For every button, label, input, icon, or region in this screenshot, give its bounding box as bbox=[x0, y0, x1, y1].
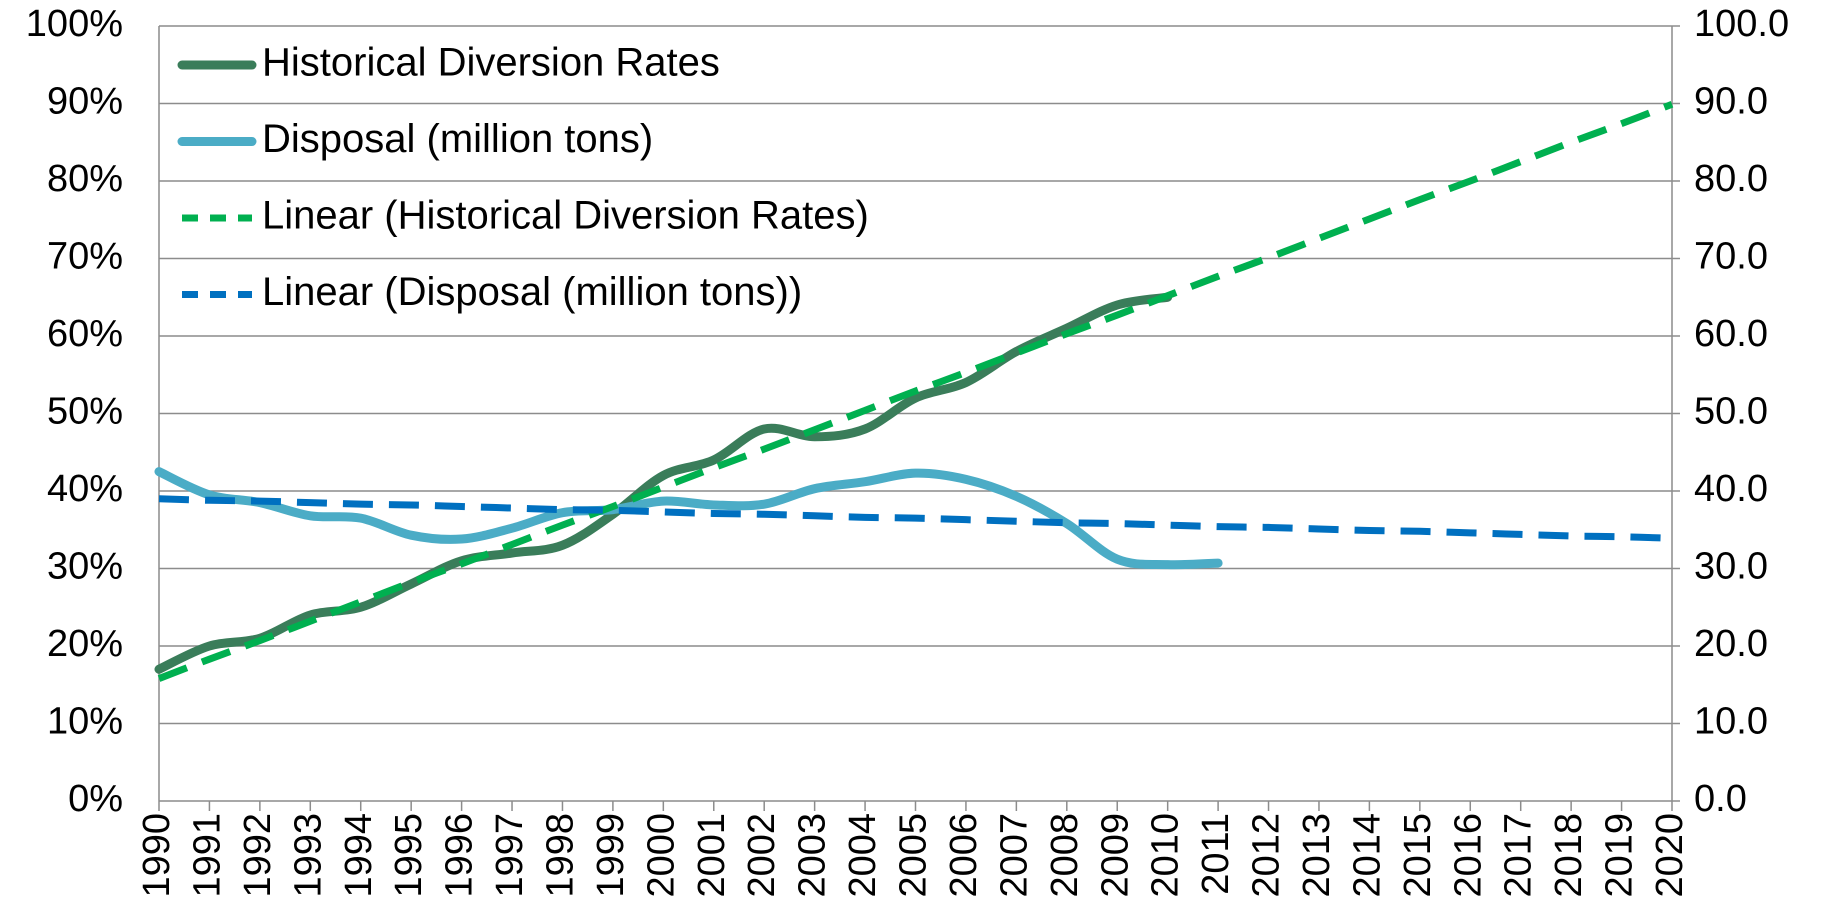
x-tick-label: 2002 bbox=[741, 813, 783, 898]
y-tick-label: 0% bbox=[68, 778, 123, 820]
x-tick-label: 1991 bbox=[186, 813, 228, 898]
y2-tick-label: 40.0 bbox=[1694, 468, 1768, 510]
y-tick-label: 70% bbox=[47, 236, 123, 278]
series-line bbox=[158, 495, 1673, 542]
y-tick-label: 40% bbox=[47, 468, 123, 510]
y2-tick-label: 50.0 bbox=[1694, 391, 1768, 433]
x-tick-label: 2013 bbox=[1296, 813, 1338, 898]
x-tick-label: 1997 bbox=[489, 813, 531, 898]
x-tick-label: 1990 bbox=[136, 813, 178, 898]
x-tick-label: 2020 bbox=[1649, 813, 1691, 898]
x-tick-label: 2009 bbox=[1094, 813, 1136, 898]
x-tick-label: 2005 bbox=[893, 813, 935, 898]
y-tick-label: 60% bbox=[47, 313, 123, 355]
y2-tick-label: 90.0 bbox=[1694, 81, 1768, 123]
x-tick-label: 2015 bbox=[1397, 813, 1439, 898]
y-tick-label: 100% bbox=[26, 3, 123, 45]
x-tick-label: 2001 bbox=[691, 813, 733, 898]
x-tick-label: 2017 bbox=[1498, 813, 1540, 898]
y2-tick-label: 60.0 bbox=[1694, 313, 1768, 355]
y2-tick-label: 80.0 bbox=[1694, 158, 1768, 200]
x-tick-label: 2006 bbox=[943, 813, 985, 898]
y2-tick-label: 20.0 bbox=[1694, 623, 1768, 665]
y2-tick-label: 30.0 bbox=[1694, 546, 1768, 588]
x-tick-label: 2004 bbox=[842, 813, 884, 898]
legend-label: Linear (Disposal (million tons)) bbox=[262, 270, 802, 314]
y-tick-label: 20% bbox=[47, 623, 123, 665]
x-tick-label: 1992 bbox=[237, 813, 279, 898]
y2-tick-label: 100.0 bbox=[1694, 3, 1789, 45]
x-tick-label: 2016 bbox=[1447, 813, 1489, 898]
x-tick-label: 2008 bbox=[1044, 813, 1086, 898]
x-tick-label: 2014 bbox=[1346, 813, 1388, 898]
legend-label: Disposal (million tons) bbox=[262, 117, 653, 161]
x-tick-label: 2010 bbox=[1145, 813, 1187, 898]
y-tick-label: 90% bbox=[47, 81, 123, 123]
x-tick-label: 2011 bbox=[1195, 813, 1237, 895]
y-tick-label: 50% bbox=[47, 391, 123, 433]
x-tick-label: 1998 bbox=[539, 813, 581, 898]
x-tick-label: 2018 bbox=[1548, 813, 1590, 898]
series-line bbox=[157, 101, 1674, 682]
legend-label: Historical Diversion Rates bbox=[262, 41, 720, 85]
x-tick-label: 1996 bbox=[439, 813, 481, 898]
series-line bbox=[154, 292, 1173, 674]
x-tick-label: 2003 bbox=[792, 813, 834, 898]
series-line bbox=[154, 467, 1223, 570]
x-tick-label: 2000 bbox=[640, 813, 682, 898]
x-tick-label: 1999 bbox=[590, 813, 632, 898]
y-tick-label: 30% bbox=[47, 546, 123, 588]
legend-label: Linear (Historical Diversion Rates) bbox=[262, 194, 869, 238]
x-tick-label: 1994 bbox=[338, 813, 380, 898]
y-tick-label: 10% bbox=[47, 701, 123, 743]
y2-tick-label: 10.0 bbox=[1694, 701, 1768, 743]
x-tick-label: 2012 bbox=[1246, 813, 1288, 898]
x-tick-label: 2007 bbox=[993, 813, 1035, 898]
x-tick-label: 1995 bbox=[388, 813, 430, 898]
x-tick-label: 1993 bbox=[287, 813, 329, 898]
x-tick-label: 2019 bbox=[1599, 813, 1641, 898]
y2-tick-label: 0.0 bbox=[1694, 778, 1747, 820]
y2-tick-label: 70.0 bbox=[1694, 236, 1768, 278]
y-tick-label: 80% bbox=[47, 158, 123, 200]
